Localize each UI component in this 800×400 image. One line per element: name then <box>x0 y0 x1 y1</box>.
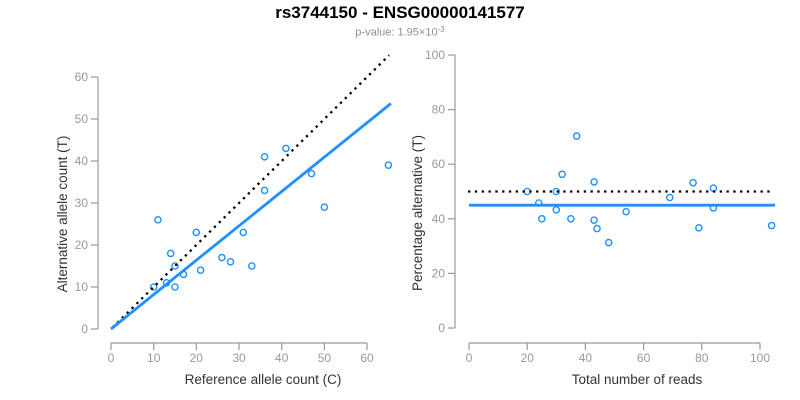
data-point <box>558 170 566 179</box>
data-point <box>666 193 674 202</box>
y-tick-label: 40 <box>75 154 89 168</box>
data-point <box>767 221 776 230</box>
data-point <box>593 224 601 233</box>
x-tick-label: 10 <box>147 351 161 365</box>
fit-line <box>110 102 392 331</box>
data-point <box>572 132 581 140</box>
x-tick-label: 60 <box>360 351 374 365</box>
left-yaxis-title: Alternative allele count (T) <box>55 136 70 293</box>
right-scatter-plot: 0 20 40 60 80 100 0 20 40 60 80 100 <box>425 48 776 365</box>
plot-title: rs3744150 - ENSG00000141577 <box>275 3 525 22</box>
pvalue-exponent: -3 <box>437 25 445 34</box>
y-tick-label: 30 <box>75 196 89 210</box>
x-tick-label: 40 <box>579 351 593 365</box>
axes-layer: 0 20 40 60 80 100 0 20 40 60 80 100 <box>425 48 770 365</box>
data-point <box>567 214 575 223</box>
y-tick-label: 0 <box>438 321 445 335</box>
data-point <box>260 152 269 161</box>
y-tick-label: 50 <box>75 112 89 126</box>
data-point <box>689 178 697 187</box>
y-tick-label: 40 <box>432 212 446 226</box>
y-tick-label: 80 <box>432 103 446 117</box>
y-tick-label: 20 <box>75 238 89 252</box>
data-point <box>171 262 179 270</box>
x-tick-label: 30 <box>232 351 246 365</box>
data-point <box>538 214 546 223</box>
data-point <box>590 216 598 224</box>
data-point <box>218 253 226 262</box>
data-point <box>239 228 248 237</box>
y-tick-label: 60 <box>75 70 89 84</box>
data-point <box>384 161 393 169</box>
pvalue-text: p-value: 1.95×10 <box>355 26 438 39</box>
plot-subtitle: p-value: 1.95×10-3 <box>0 24 800 39</box>
x-tick-label: 80 <box>695 351 709 365</box>
data-point <box>154 215 162 224</box>
axes-layer: 0 10 20 30 40 50 60 0 10 20 30 40 50 60 <box>75 70 374 365</box>
data-point <box>260 186 269 195</box>
identity-line <box>111 54 391 329</box>
axis-titles: Reference allele count (C) Alternative a… <box>55 135 703 387</box>
right-xaxis-title: Total number of reads <box>572 372 703 387</box>
data-point <box>192 228 201 237</box>
y-tick-label: 60 <box>432 157 446 171</box>
y-tick-label: 10 <box>75 280 89 294</box>
left-xaxis-title: Reference allele count (C) <box>185 372 342 387</box>
points-layer <box>523 132 776 247</box>
data-point <box>282 144 290 153</box>
left-scatter-plot: 0 10 20 30 40 50 60 0 10 20 30 40 50 60 <box>75 54 393 365</box>
data-point <box>320 203 329 211</box>
data-point <box>196 266 205 275</box>
x-tick-label: 20 <box>190 351 204 365</box>
data-point <box>226 257 235 266</box>
y-tick-label: 0 <box>81 322 88 336</box>
y-tick-label: 20 <box>432 266 446 280</box>
data-point <box>590 178 598 186</box>
x-tick-label: 60 <box>637 351 651 365</box>
data-point <box>149 283 158 291</box>
y-tick-label: 100 <box>425 48 445 62</box>
data-point <box>171 283 179 291</box>
x-tick-label: 50 <box>318 351 332 365</box>
data-point <box>622 207 630 216</box>
x-tick-label: 40 <box>275 351 289 365</box>
data-point <box>552 187 561 196</box>
data-point <box>552 205 561 214</box>
data-point <box>695 223 703 232</box>
x-tick-label: 0 <box>466 351 473 365</box>
data-point <box>247 262 256 270</box>
right-yaxis-title: Percentage alternative (T) <box>410 135 425 291</box>
data-point <box>604 238 613 247</box>
data-point <box>166 249 175 258</box>
data-point <box>307 169 316 178</box>
x-tick-label: 100 <box>750 351 770 365</box>
x-tick-label: 0 <box>108 351 115 365</box>
x-tick-label: 20 <box>521 351 535 365</box>
